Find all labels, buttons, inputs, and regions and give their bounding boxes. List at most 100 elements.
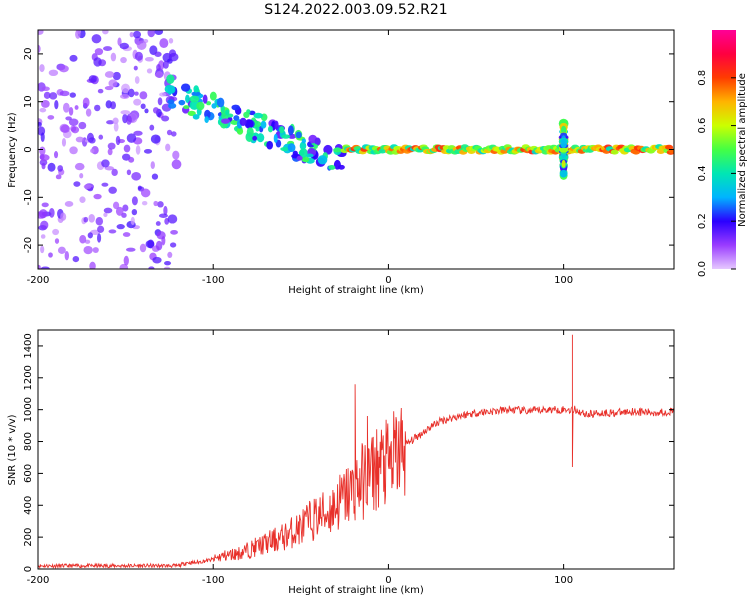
spectrogram-cell	[115, 206, 124, 216]
spectrogram-cell	[133, 65, 138, 71]
spectrogram-cell	[52, 228, 60, 236]
spectrogram-cell	[161, 115, 170, 122]
spectrogram-cell	[95, 217, 104, 226]
spectrogram-cell	[47, 115, 55, 120]
colorbar-tick-label: 0.4	[697, 165, 708, 181]
spectrogram-cell	[165, 143, 171, 152]
spectrogram-cell	[317, 155, 328, 165]
y-tick-label: 20	[23, 48, 34, 61]
spectrogram-cell	[40, 132, 45, 143]
spectrogram-cell	[153, 200, 159, 207]
spectrogram-cell	[57, 246, 66, 255]
spectrogram-cell	[69, 54, 78, 62]
spectrogram-cell	[135, 145, 141, 155]
spectrogram-cell	[48, 208, 55, 218]
spectrogram-cell	[98, 134, 104, 140]
spectrogram-cell	[48, 69, 59, 77]
spectrogram-cell	[93, 57, 102, 67]
spectrogram-cell	[139, 91, 148, 100]
spectrogram-cell	[107, 142, 116, 150]
spectrogram-cell	[97, 233, 102, 243]
spectrogram-cell	[155, 240, 163, 251]
spectrogram-cell	[61, 138, 67, 147]
spectrogram-cell	[169, 242, 177, 248]
y-tick-label: 1000	[23, 397, 34, 422]
spectrogram-cell	[106, 120, 115, 125]
spectrogram-cell	[75, 136, 85, 143]
spectrogram-cell	[79, 173, 84, 179]
spectrogram-cell	[49, 92, 58, 100]
spectrogram-cell	[59, 90, 70, 97]
spectrogram-cell	[68, 118, 79, 126]
x-tick-label: 100	[554, 575, 573, 586]
spectrogram-cell	[299, 148, 308, 158]
spectrogram-cell	[157, 97, 163, 106]
spectrogram-cell	[69, 92, 76, 98]
x-tick-label: -100	[202, 575, 225, 586]
snr-x-axis: -200 -100 0 100	[27, 330, 573, 586]
spectrogram-cell	[94, 104, 101, 112]
spectrogram-cell	[170, 131, 177, 137]
spectrogram-cell	[333, 147, 343, 153]
spectrogram-cell	[147, 239, 155, 249]
spectrogram-cell	[313, 144, 318, 149]
spectrogram-cell	[123, 255, 129, 266]
x-tick-label: -100	[202, 275, 225, 286]
spectrogram-cell	[209, 91, 217, 101]
spectrogram-cell	[108, 229, 117, 234]
spectrogram-cell	[233, 115, 240, 121]
spectrogram-cell	[610, 149, 619, 155]
spectrogram-cell	[115, 135, 121, 146]
spectrogram-cell	[172, 150, 180, 160]
spectrogram-cell	[156, 231, 166, 240]
spectrogram-marks	[38, 30, 674, 269]
spectrogram-cell	[112, 201, 120, 210]
spectrogram-cell	[136, 40, 147, 50]
spectrogram-y-axis: -20 -10 0 10 20	[23, 48, 674, 253]
spectrogram-x-axis: -200 -100 0 100	[27, 30, 573, 286]
y-tick-label: 1200	[23, 365, 34, 390]
spectrogram-cell	[78, 121, 87, 130]
spectrogram-cell	[79, 196, 86, 203]
snr-panel: -200 -100 0 100 0 200 400 600 800 1000 1200 1400 H…	[7, 329, 675, 596]
spectrogram-cell	[204, 116, 209, 124]
spectrogram-cell	[260, 120, 267, 129]
spectrogram-cell	[41, 86, 50, 92]
y-tick-label: 10	[23, 95, 34, 108]
spectrogram-cell	[39, 209, 48, 219]
spectrogram-cell	[192, 114, 200, 120]
spectrogram-cell	[74, 162, 85, 171]
spectrogram-cell	[131, 171, 142, 181]
spectrogram-cell	[92, 247, 99, 253]
spectrogram-cell	[125, 247, 136, 252]
spectrogram-cell	[167, 99, 175, 105]
snr-x-label: Height of straight line (km)	[288, 585, 424, 596]
spectrogram-cell	[89, 261, 96, 269]
spectrogram-cell	[57, 165, 64, 172]
snr-y-label: SNR (10 * v/v)	[7, 414, 18, 485]
spectrogram-cell	[171, 159, 182, 170]
spectrogram-cell	[111, 168, 118, 177]
spectrogram-cell	[113, 122, 119, 132]
spectrogram-cell	[164, 261, 172, 266]
spectrogram-cell	[166, 74, 175, 84]
spectrogram-cell	[301, 138, 306, 144]
spectrogram-cell	[40, 220, 49, 230]
x-tick-label: -200	[27, 575, 50, 586]
spectrogram-cell	[131, 208, 138, 216]
x-tick-label: 0	[385, 275, 391, 286]
spectrogram-cell	[328, 164, 336, 170]
spectrogram-cell	[239, 117, 247, 126]
spectrogram-cell	[79, 234, 87, 244]
spectrogram-cell	[202, 94, 208, 104]
spectrogram-cell	[93, 193, 102, 200]
spectrogram-cell	[54, 99, 59, 110]
spectrogram-cell	[559, 169, 568, 178]
spectrogram-cell	[243, 111, 250, 119]
spectrogram-cell	[88, 75, 97, 83]
spectrogram-cell	[163, 205, 168, 216]
spectrogram-cell	[53, 151, 59, 159]
spectrogram-cell	[83, 184, 92, 190]
spectrogram-cell	[137, 185, 142, 190]
